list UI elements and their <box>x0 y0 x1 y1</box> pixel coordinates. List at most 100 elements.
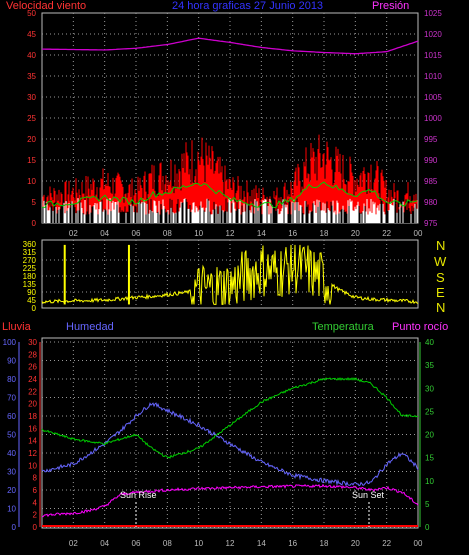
temperature-y-tick: 0 <box>425 523 430 532</box>
temperature-y-tick: 5 <box>425 500 430 509</box>
dir-y-tick: 225 <box>23 264 37 273</box>
dewpoint-label: Punto rocío <box>392 321 448 333</box>
dir-letter-w: W <box>434 254 447 269</box>
dewpoint-line <box>41 483 419 518</box>
temperature-y-tick: 20 <box>425 431 434 440</box>
rain-y-tick: 24 <box>28 375 37 384</box>
dir-letter-s: S <box>436 270 445 285</box>
wind-y-tick: 30 <box>27 93 36 102</box>
wind-series <box>41 37 419 223</box>
humidity-y-tick: 20 <box>7 486 16 495</box>
climate-x-tick: 10 <box>194 539 203 548</box>
wind-x-tick: 10 <box>194 229 203 238</box>
wind-x-tick: 02 <box>69 229 78 238</box>
climate-series <box>41 376 419 527</box>
temperature-line <box>41 376 419 459</box>
dir-y-tick: 315 <box>23 248 37 257</box>
rain-y-tick: 10 <box>28 461 37 470</box>
dir-y-tick: 90 <box>27 288 36 297</box>
climate-x-tick: 04 <box>100 539 109 548</box>
wind-x-tick: 12 <box>226 229 235 238</box>
humidity-y-tick: 30 <box>7 468 16 477</box>
rain-y-tick: 30 <box>28 338 37 347</box>
rain-y-tick: 26 <box>28 363 37 372</box>
rain-y-tick: 8 <box>33 474 38 483</box>
climate-x-tick: 12 <box>226 539 235 548</box>
humidity-y-tick: 0 <box>12 523 17 532</box>
humidity-y-tick: 100 <box>3 338 17 347</box>
pressure-y-tick: 1015 <box>424 51 442 60</box>
temperature-y-tick: 30 <box>425 384 434 393</box>
wind-speed-title: Velocidad viento <box>6 0 86 12</box>
wind-y-tick: 0 <box>32 219 37 228</box>
direction-line <box>41 244 419 305</box>
rain-y-tick: 14 <box>28 437 37 446</box>
climate-x-tick: 18 <box>320 539 329 548</box>
pressure-y-tick: 990 <box>424 156 438 165</box>
dir-letter-n-top: N <box>436 238 445 253</box>
humidity-y-tick: 90 <box>7 357 16 366</box>
humidity-y-tick: 10 <box>7 505 16 514</box>
rain-y-tick: 2 <box>33 511 38 520</box>
sunset-label: Sun Set <box>352 490 385 500</box>
temperature-y-tick: 35 <box>425 361 434 370</box>
wind-x-tick: 04 <box>100 229 109 238</box>
dir-y-tick: 180 <box>23 272 37 281</box>
climate-x-tick: 22 <box>382 539 391 548</box>
humidity-label: Humedad <box>66 321 114 333</box>
rain-y-tick: 4 <box>33 498 38 507</box>
temperature-y-tick: 25 <box>425 407 434 416</box>
pressure-y-tick: 1025 <box>424 9 442 18</box>
wind-y-tick: 40 <box>27 51 36 60</box>
wind-y-tick: 5 <box>32 198 37 207</box>
pressure-y-tick: 1000 <box>424 114 442 123</box>
dir-y-tick: 135 <box>23 280 37 289</box>
pressure-y-tick: 1005 <box>424 93 442 102</box>
temperature-y-tick: 15 <box>425 454 434 463</box>
pressure-title: Presión <box>372 0 409 12</box>
dir-letter-e: E <box>436 285 445 300</box>
wind-y-tick: 45 <box>27 30 36 39</box>
wind-y-tick: 35 <box>27 72 36 81</box>
pressure-y-tick: 985 <box>424 177 438 186</box>
climate-x-tick: 08 <box>163 539 172 548</box>
direction-series <box>41 244 419 305</box>
dir-y-tick: 0 <box>32 304 37 313</box>
temperature-label: Temperatura <box>312 321 375 333</box>
climate-x-tick: 02 <box>69 539 78 548</box>
wind-x-tick: 00 <box>414 229 423 238</box>
climate-x-tick: 14 <box>257 539 266 548</box>
humidity-y-tick: 60 <box>7 412 16 421</box>
wind-x-tick: 16 <box>288 229 297 238</box>
grid-lines <box>42 13 418 528</box>
climate-panel-frame <box>41 337 419 529</box>
pressure-line <box>42 37 419 55</box>
rain-y-tick: 22 <box>28 387 37 396</box>
wind-y-tick: 25 <box>27 114 36 123</box>
humidity-line <box>41 402 419 487</box>
dir-y-tick: 45 <box>27 296 36 305</box>
wind-x-tick: 06 <box>132 229 141 238</box>
rain-y-tick: 20 <box>28 400 37 409</box>
pressure-y-tick: 980 <box>424 198 438 207</box>
pressure-y-tick: 1010 <box>424 72 442 81</box>
climate-x-tick: 16 <box>288 539 297 548</box>
rain-y-tick: 12 <box>28 449 37 458</box>
dir-letter-n-bottom: N <box>436 300 445 315</box>
temperature-y-tick: 40 <box>425 338 434 347</box>
wind-y-tick: 20 <box>27 135 36 144</box>
wind-x-tick: 20 <box>351 229 360 238</box>
wind-x-tick: 22 <box>382 229 391 238</box>
humidity-y-tick: 80 <box>7 375 16 384</box>
rain-y-tick: 18 <box>28 412 37 421</box>
humidity-y-tick: 50 <box>7 431 16 440</box>
rain-label: Lluvia <box>2 321 32 333</box>
chart-date-title: 24 hora graficas 27 Junio 2013 <box>172 0 323 12</box>
rain-y-tick: 6 <box>33 486 38 495</box>
temperature-y-tick: 10 <box>425 477 434 486</box>
axis-tick-labels: 0510152025303540455097598098599099510001… <box>3 9 443 548</box>
wind-x-tick: 14 <box>257 229 266 238</box>
humidity-y-tick: 70 <box>7 394 16 403</box>
rain-y-tick: 16 <box>28 424 37 433</box>
